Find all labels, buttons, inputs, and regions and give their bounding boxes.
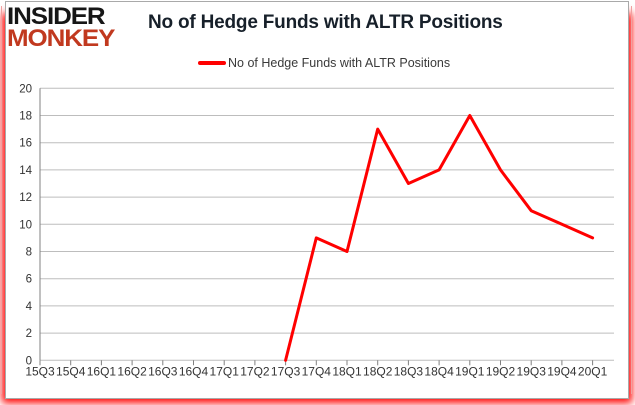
svg-text:19Q2: 19Q2: [486, 364, 516, 378]
svg-text:18: 18: [19, 111, 32, 123]
svg-text:18Q4: 18Q4: [424, 364, 454, 378]
svg-text:17Q4: 17Q4: [302, 364, 332, 378]
svg-text:17Q2: 17Q2: [240, 364, 270, 378]
svg-text:15Q4: 15Q4: [56, 364, 86, 378]
svg-text:16Q4: 16Q4: [179, 364, 209, 378]
svg-text:4: 4: [26, 301, 33, 313]
svg-text:18Q3: 18Q3: [394, 364, 424, 378]
svg-text:12: 12: [19, 192, 32, 204]
svg-text:20: 20: [19, 83, 32, 95]
svg-text:18Q1: 18Q1: [332, 364, 362, 378]
svg-text:16Q1: 16Q1: [87, 364, 117, 378]
svg-text:14: 14: [19, 165, 32, 177]
svg-text:2: 2: [26, 328, 32, 340]
svg-text:17Q1: 17Q1: [210, 364, 240, 378]
svg-text:19Q3: 19Q3: [517, 364, 547, 378]
svg-text:19Q1: 19Q1: [455, 364, 485, 378]
svg-text:16Q2: 16Q2: [117, 364, 147, 378]
svg-text:19Q4: 19Q4: [547, 364, 577, 378]
svg-text:16: 16: [19, 138, 32, 150]
svg-text:17Q3: 17Q3: [271, 364, 301, 378]
svg-text:8: 8: [26, 247, 32, 259]
svg-text:16Q3: 16Q3: [148, 364, 178, 378]
svg-text:0: 0: [26, 355, 32, 367]
svg-text:6: 6: [26, 274, 32, 286]
svg-text:10: 10: [19, 219, 32, 231]
svg-text:20Q1: 20Q1: [578, 364, 608, 378]
svg-text:18Q2: 18Q2: [363, 364, 393, 378]
